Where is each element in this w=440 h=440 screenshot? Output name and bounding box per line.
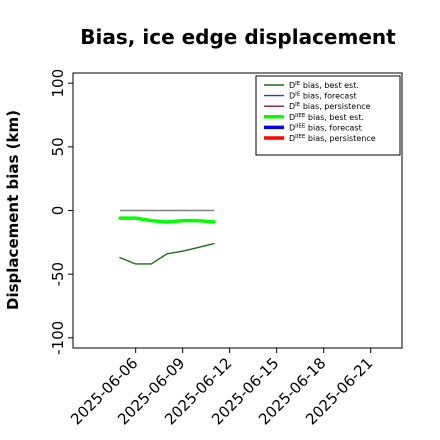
- y-tick-label: -100: [49, 321, 67, 355]
- series-layer: [118, 209, 216, 265]
- y-tick-label: 50: [49, 137, 67, 156]
- legend-entry: DIE bias, persistence: [289, 102, 371, 111]
- y-tick-label: -50: [49, 262, 67, 287]
- series-line-3: [118, 216, 216, 224]
- chart-title: Bias, ice edge displacement: [80, 25, 396, 49]
- y-tick-label: 100: [49, 69, 67, 98]
- legend: DIE bias, best est. DIE bias, forecastDIE…: [255, 75, 401, 156]
- legend-entry: DIIEE bias, persistence: [289, 134, 376, 143]
- x-axis: 2025-06-062025-06-092025-06-122025-06-15…: [67, 348, 376, 428]
- y-axis: 100 50 0 -50 -100: [49, 69, 73, 355]
- y-axis-label: Displacement bias (km): [4, 110, 22, 310]
- series-line-0: [119, 242, 215, 265]
- legend-entry: DIIEE bias, best est.: [289, 113, 364, 122]
- legend-entry: DIE bias, forecast: [289, 92, 357, 101]
- legend-entry: DIIEE bias, forecast: [289, 123, 362, 132]
- legend-entry: DIE bias, best est.: [289, 81, 359, 90]
- y-tick-label: 0: [49, 206, 67, 216]
